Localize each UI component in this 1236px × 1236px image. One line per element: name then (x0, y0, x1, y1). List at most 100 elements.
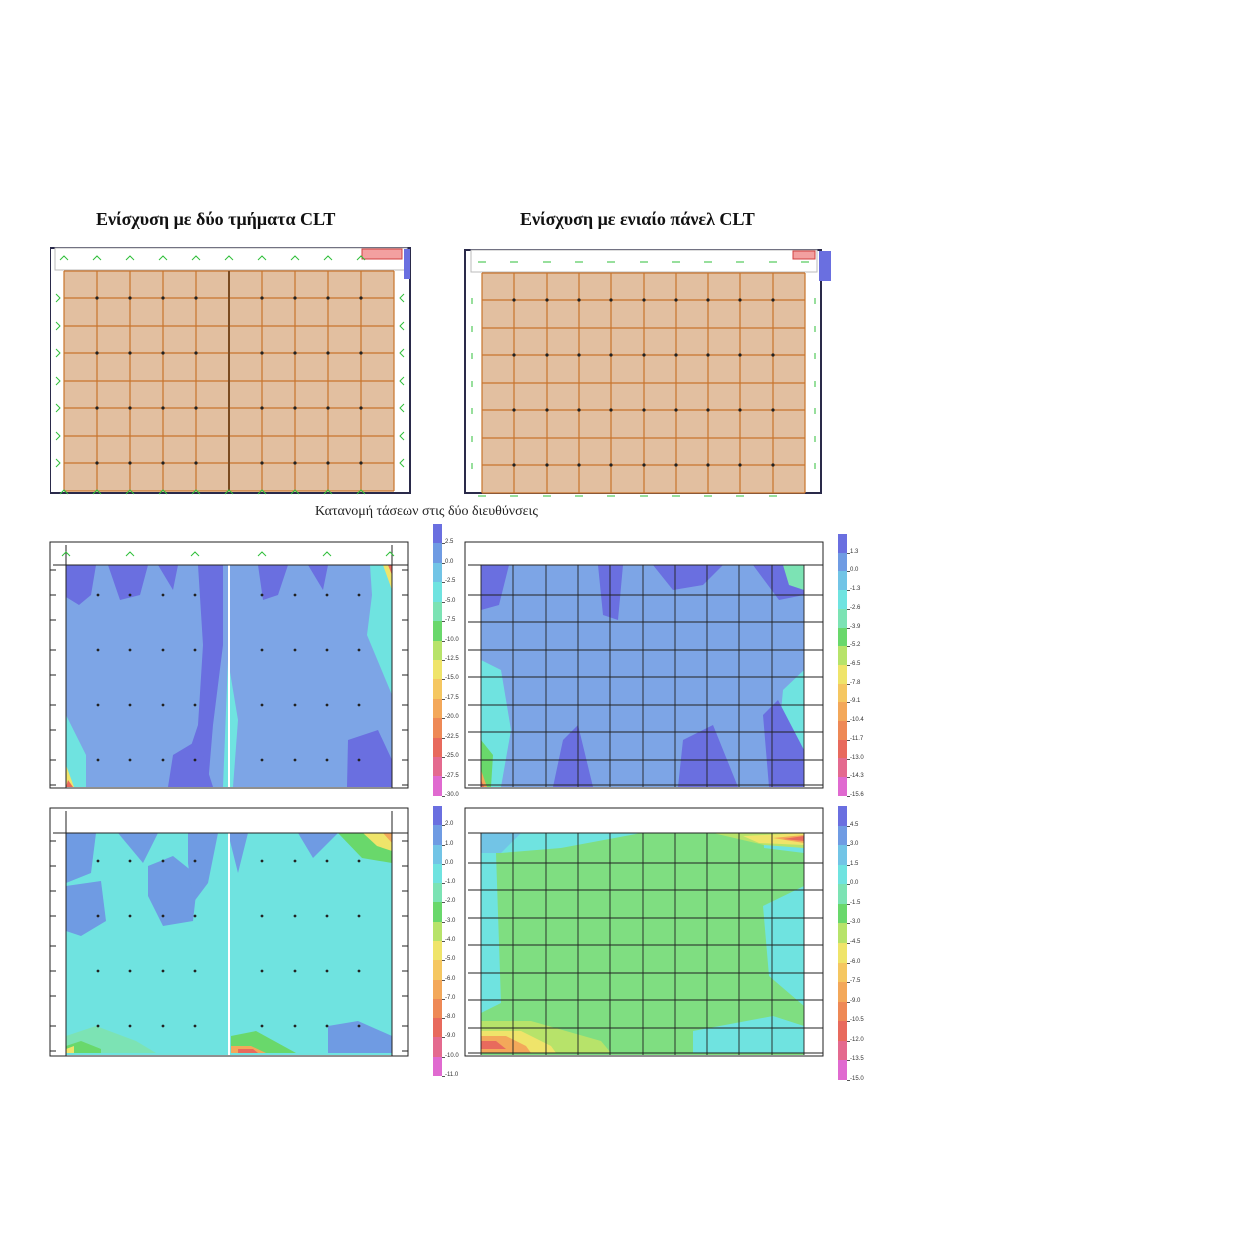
legend-tick (847, 884, 850, 886)
legend-tick (442, 543, 445, 545)
legend-tick (442, 1076, 445, 1077)
legend-label: -17.5 (445, 694, 459, 701)
legend-tick (442, 601, 445, 603)
legend-label: -13.0 (850, 754, 864, 761)
legend-label: -2.5 (445, 578, 456, 585)
legend-tick (847, 552, 850, 554)
legend-tick (442, 998, 445, 1000)
legend-label: -22.5 (445, 733, 459, 740)
legend-label: 2.5 (445, 539, 454, 546)
legend-tick (442, 718, 445, 720)
legend-label: -10.0 (445, 1052, 459, 1059)
legend-label: -8.0 (445, 1014, 456, 1021)
model-single-panel (463, 248, 835, 498)
legend-label: -1.5 (850, 899, 861, 906)
legend-tick (847, 903, 850, 905)
legend-label: -9.0 (850, 997, 861, 1004)
legend-label: 1.3 (850, 548, 859, 555)
legend-label: -14.3 (850, 773, 864, 780)
legend-tick (847, 627, 850, 629)
legend-tick (847, 796, 850, 797)
legend-tick (847, 825, 850, 827)
legend-label: -7.5 (445, 617, 456, 624)
legend-tick (442, 883, 445, 885)
legend-tick (442, 1037, 445, 1039)
legend-label: -2.0 (445, 898, 456, 905)
legend-label: 1.0 (445, 840, 454, 847)
legend-tick (847, 1001, 850, 1003)
legend-tick (442, 679, 445, 681)
title-two-clt-panels: Ενίσχυση με δύο τμήματα CLT (96, 209, 336, 229)
legend-tick (442, 582, 445, 584)
legend-color-bar (433, 806, 442, 1076)
legend-tick (442, 1056, 445, 1058)
legend-label: -9.1 (850, 698, 861, 705)
legend-label: 0.0 (850, 880, 859, 887)
legend-tick (847, 739, 850, 741)
legend-label: -7.5 (850, 978, 861, 985)
stress-map-single-panel-dir2 (463, 806, 828, 1061)
legend-label: -10.5 (850, 1017, 864, 1024)
legend-tick (442, 979, 445, 981)
legend-tick (847, 665, 850, 666)
legend-tick (847, 777, 850, 779)
legend-tick (442, 863, 445, 865)
legend-label: -5.2 (850, 642, 861, 649)
legend-label: -4.0 (445, 937, 456, 943)
stress-map-two-panels-dir1 (48, 540, 413, 792)
legend-label: -12.5 (445, 656, 459, 662)
legend-label: -10.0 (445, 636, 459, 643)
legend-color-bar (838, 806, 847, 1080)
legend-tick (847, 982, 850, 984)
legend-label: -7.8 (850, 679, 861, 686)
legend-label: -6.5 (850, 661, 861, 667)
legend-tick (442, 825, 445, 827)
legend-tick (847, 1040, 850, 1042)
legend-label: -11.0 (445, 1072, 459, 1078)
legend-label: -3.9 (850, 623, 861, 630)
legend-label: -9.0 (445, 1033, 456, 1040)
legend-tick (442, 1018, 445, 1020)
legend-label: 0.0 (445, 859, 454, 866)
stress-distribution-caption: Κατανομή τάσεων στις δύο διευθύνσεις (315, 504, 538, 519)
legend-label: 4.5 (850, 821, 859, 828)
legend-label: -15.0 (850, 1076, 864, 1082)
legend-label: -15.6 (850, 792, 864, 798)
legend-tick (442, 796, 445, 797)
stress-map-two-panels-dir2 (48, 806, 413, 1061)
legend-tick (847, 683, 850, 685)
legend-tick (442, 562, 445, 564)
legend-tick (847, 721, 850, 723)
legend-tick (442, 776, 445, 778)
legend-label: 0.0 (850, 567, 859, 574)
legend-tick (442, 941, 445, 942)
legend-label: 2.0 (445, 821, 454, 828)
legend-tick (847, 962, 850, 964)
legend-label: -1.3 (850, 586, 861, 593)
legend-label: -6.0 (445, 975, 456, 982)
legend-label: -1.0 (445, 879, 456, 886)
legend-tick (442, 640, 445, 642)
legend-label: -11.7 (850, 735, 864, 742)
legend-label: -25.0 (445, 753, 459, 760)
legend-label: -2.6 (850, 604, 861, 611)
legend-tick (442, 960, 445, 962)
legend-tick (847, 943, 850, 944)
legend-label: -12.0 (850, 1036, 864, 1043)
legend-tick (847, 608, 850, 610)
legend-tick (442, 698, 445, 700)
legend-tick (847, 923, 850, 925)
legend-color-bar (433, 524, 442, 796)
legend-tick (442, 902, 445, 904)
legend-label: 1.5 (850, 860, 859, 867)
legend-tick (847, 646, 850, 648)
legend-tick (847, 1080, 850, 1081)
legend-tick (847, 1021, 850, 1023)
legend-label: -3.0 (850, 919, 861, 926)
legend-tick (442, 660, 445, 661)
model-two-panels (50, 246, 415, 496)
legend-label: -7.0 (445, 994, 456, 1001)
legend-tick (847, 864, 850, 866)
legend-tick (442, 844, 445, 846)
legend-label: -6.0 (850, 958, 861, 965)
